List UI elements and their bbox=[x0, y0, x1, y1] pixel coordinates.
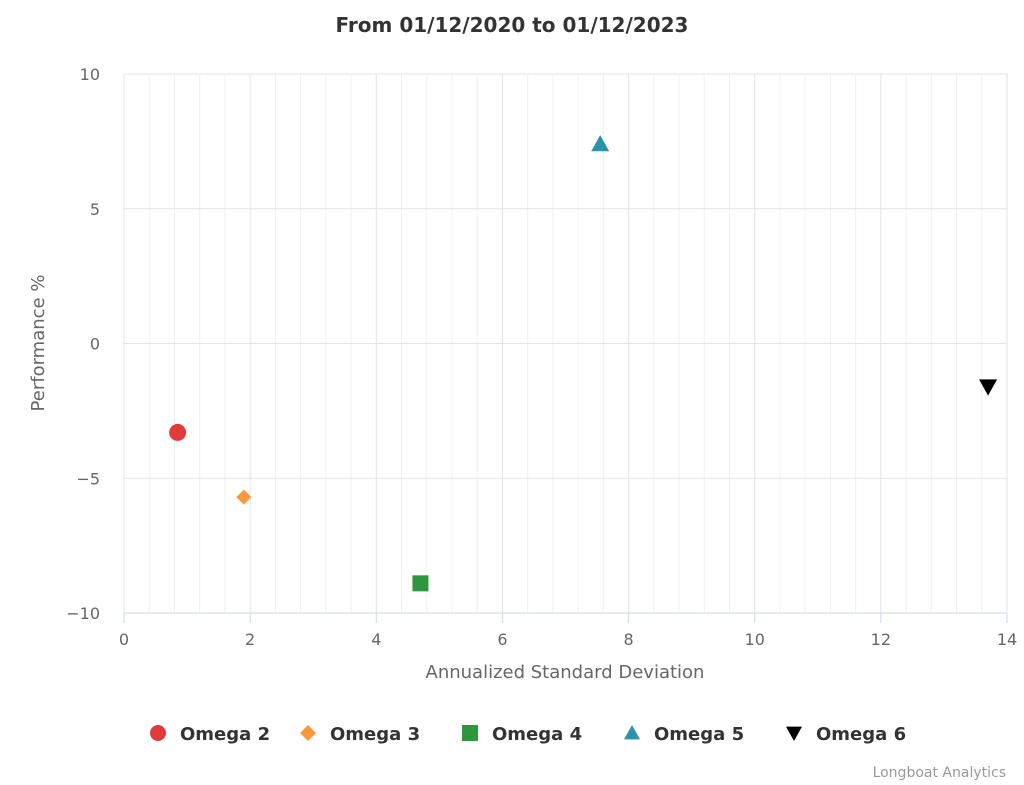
legend-item-omega-6[interactable]: Omega 6 bbox=[786, 724, 906, 745]
x-tick-label: 10 bbox=[745, 630, 765, 649]
legend-symbol-circle bbox=[150, 725, 166, 741]
legend-item-omega-2[interactable]: Omega 2 bbox=[150, 724, 270, 745]
legend-symbol-triangle-down bbox=[786, 726, 802, 741]
x-axis-title: Annualized Standard Deviation bbox=[426, 662, 705, 683]
legend-label: Omega 3 bbox=[330, 724, 420, 745]
legend-symbol-square bbox=[462, 725, 478, 741]
x-tick-label: 4 bbox=[371, 630, 381, 649]
legend-symbol-diamond bbox=[300, 725, 316, 741]
x-tick-label: 6 bbox=[497, 630, 507, 649]
legend: Omega 2 Omega 3 Omega 4 Omega 5 Omega 6 bbox=[150, 724, 906, 745]
legend-label: Omega 4 bbox=[492, 724, 582, 745]
x-tick-labels: 0 2 4 6 8 10 12 14 bbox=[119, 630, 1017, 649]
y-tick-label: 5 bbox=[90, 200, 100, 219]
data-point-omega-3 bbox=[236, 489, 252, 505]
y-axis-title: Performance % bbox=[28, 275, 49, 412]
grid bbox=[123, 73, 1008, 614]
y-tick-label: 0 bbox=[90, 335, 100, 354]
y-tick-labels: −10 −5 0 5 10 bbox=[66, 65, 100, 623]
legend-symbol-triangle bbox=[624, 725, 640, 740]
x-tick-label: 12 bbox=[871, 630, 891, 649]
legend-item-omega-4[interactable]: Omega 4 bbox=[462, 724, 582, 745]
axes bbox=[123, 612, 1008, 623]
chart-title: From 01/12/2020 to 01/12/2023 bbox=[336, 13, 689, 37]
data-points bbox=[169, 135, 998, 592]
y-tick-label: −5 bbox=[76, 469, 100, 488]
legend-item-omega-3[interactable]: Omega 3 bbox=[300, 724, 420, 745]
x-tick-label: 8 bbox=[623, 630, 633, 649]
legend-label: Omega 2 bbox=[180, 724, 270, 745]
data-point-omega-6 bbox=[979, 379, 998, 396]
data-point-omega-2 bbox=[169, 423, 187, 441]
x-tick-label: 14 bbox=[997, 630, 1017, 649]
legend-item-omega-5[interactable]: Omega 5 bbox=[624, 724, 744, 745]
y-tick-label: 10 bbox=[80, 65, 100, 84]
x-tick-label: 0 bbox=[119, 630, 129, 649]
legend-label: Omega 6 bbox=[816, 724, 906, 745]
credits-text: Longboat Analytics bbox=[873, 765, 1006, 781]
x-tick-label: 2 bbox=[245, 630, 255, 649]
data-point-omega-4 bbox=[412, 575, 429, 592]
y-tick-label: −10 bbox=[66, 604, 100, 623]
legend-label: Omega 5 bbox=[654, 724, 744, 745]
data-point-omega-5 bbox=[591, 135, 610, 152]
